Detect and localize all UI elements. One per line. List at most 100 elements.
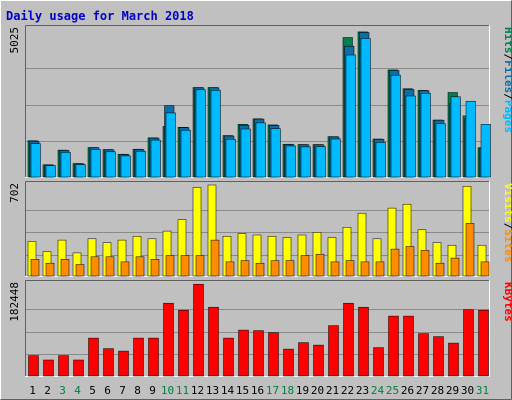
x-tick-label-day-13: 13: [206, 384, 219, 397]
bar-kbytes-day-20: [313, 344, 324, 377]
bar-kbytes-day-14: [223, 337, 234, 377]
bar-pages-day-31: [480, 124, 491, 178]
bar-sites-day-26: [405, 246, 415, 277]
legend-item-kbytes: KBytes: [502, 282, 512, 322]
legend-item-sites: Sites: [502, 229, 512, 262]
bar-pages-day-10: [165, 112, 176, 178]
chart-title: Daily usage for March 2018: [6, 9, 194, 23]
bar-kbytes-day-13: [208, 306, 219, 377]
bar-kbytes-day-3: [58, 355, 69, 377]
bar-sites-day-24: [375, 261, 385, 277]
legend-kbytes: KBytes: [502, 282, 512, 322]
bar-sites-day-20: [315, 253, 325, 277]
bar-kbytes-day-16: [253, 330, 264, 377]
bar-sites-day-6: [105, 256, 115, 277]
bar-kbytes-day-8: [133, 337, 144, 377]
bar-kbytes-day-1: [28, 355, 39, 377]
bar-kbytes-day-27: [418, 333, 429, 377]
bar-pages-day-30: [465, 100, 476, 178]
x-tick-label-day-8: 8: [134, 384, 141, 397]
x-tick-label-day-10: 10: [161, 384, 174, 397]
bar-pages-day-24: [375, 142, 386, 178]
bar-sites-day-10: [165, 255, 175, 277]
bar-kbytes-day-29: [448, 342, 459, 377]
bar-pages-day-25: [390, 74, 401, 178]
bar-kbytes-day-19: [298, 342, 309, 377]
bar-kbytes-day-23: [358, 306, 369, 377]
bar-sites-day-17: [270, 260, 280, 277]
legend-visits-sites: Visits/Sites: [502, 183, 512, 263]
bar-kbytes-day-25: [388, 315, 399, 377]
bar-pages-day-16: [255, 122, 266, 178]
bar-sites-day-29: [450, 257, 460, 277]
bar-sites-day-22: [345, 260, 355, 277]
x-tick-label-day-28: 28: [431, 384, 444, 397]
bar-kbytes-day-15: [238, 329, 249, 377]
legend-item-pages: Pages: [502, 100, 512, 133]
bar-sites-day-19: [300, 255, 310, 277]
bar-sites-day-30: [465, 223, 475, 277]
bar-pages-day-9: [150, 139, 161, 178]
bar-pages-day-28: [435, 123, 446, 178]
y-max-label: 182448: [8, 282, 21, 322]
bar-pages-day-3: [60, 152, 71, 178]
x-tick-label-day-23: 23: [356, 384, 369, 397]
bar-sites-day-25: [390, 248, 400, 277]
bar-sites-day-27: [420, 250, 430, 277]
bar-pages-day-19: [300, 146, 311, 178]
bar-sites-day-16: [255, 262, 265, 277]
bar-sites-day-7: [120, 261, 130, 277]
x-tick-label-day-24: 24: [371, 384, 385, 397]
bar-sites-day-1: [30, 259, 40, 277]
bar-kbytes-day-30: [463, 309, 474, 377]
x-tick-label-day-18: 18: [281, 384, 294, 397]
x-tick-label-day-17: 17: [266, 384, 279, 397]
bar-kbytes-day-17: [268, 332, 279, 377]
bar-pages-day-21: [330, 138, 341, 178]
bar-kbytes-day-24: [373, 347, 384, 377]
x-tick-label-day-22: 22: [341, 384, 354, 397]
bar-kbytes-day-28: [433, 336, 444, 377]
legend-item-visits: Visits: [502, 183, 512, 223]
bar-pages-day-26: [405, 95, 416, 178]
legend-item-files: Files: [502, 60, 512, 93]
legend-hits-files-pages: Hits/Files/Pages: [502, 27, 512, 133]
bar-sites-day-4: [75, 264, 85, 277]
bar-kbytes-day-5: [88, 337, 99, 377]
x-tick-label-day-6: 6: [104, 384, 111, 397]
bar-sites-day-13: [210, 239, 220, 277]
bar-sites-day-9: [150, 259, 160, 277]
x-tick-label-day-26: 26: [401, 384, 414, 397]
bar-sites-day-5: [90, 256, 100, 277]
bar-pages-day-13: [210, 90, 221, 178]
bar-pages-day-27: [420, 93, 431, 178]
bar-pages-day-8: [135, 151, 146, 178]
bar-kbytes-day-26: [403, 315, 414, 377]
x-tick-label-day-25: 25: [386, 384, 399, 397]
x-tick-label-day-29: 29: [446, 384, 459, 397]
bar-kbytes-day-11: [178, 309, 189, 377]
bar-sites-day-14: [225, 261, 235, 277]
bar-sites-day-21: [330, 261, 340, 277]
bar-pages-day-29: [450, 96, 461, 178]
bar-sites-day-12: [195, 255, 205, 277]
bar-sites-day-8: [135, 256, 145, 277]
x-tick-label-day-30: 30: [461, 384, 474, 397]
x-tick-label-day-11: 11: [176, 384, 189, 397]
x-tick-label-day-12: 12: [191, 384, 204, 397]
bar-sites-day-28: [435, 262, 445, 277]
x-tick-label-day-19: 19: [296, 384, 309, 397]
x-tick-label-day-1: 1: [29, 384, 36, 397]
bar-pages-day-5: [90, 149, 101, 178]
x-tick-label-day-4: 4: [74, 384, 81, 397]
x-tick-label-day-2: 2: [44, 384, 51, 397]
bar-kbytes-day-18: [283, 348, 294, 377]
bar-kbytes-day-31: [478, 309, 489, 377]
bar-sites-day-3: [60, 259, 70, 277]
bar-kbytes-day-10: [163, 302, 174, 377]
bar-kbytes-day-4: [73, 359, 84, 377]
bar-pages-day-14: [225, 139, 236, 178]
bar-sites-day-2: [45, 262, 55, 277]
bar-kbytes-day-21: [328, 325, 339, 377]
bar-kbytes-day-9: [148, 337, 159, 377]
